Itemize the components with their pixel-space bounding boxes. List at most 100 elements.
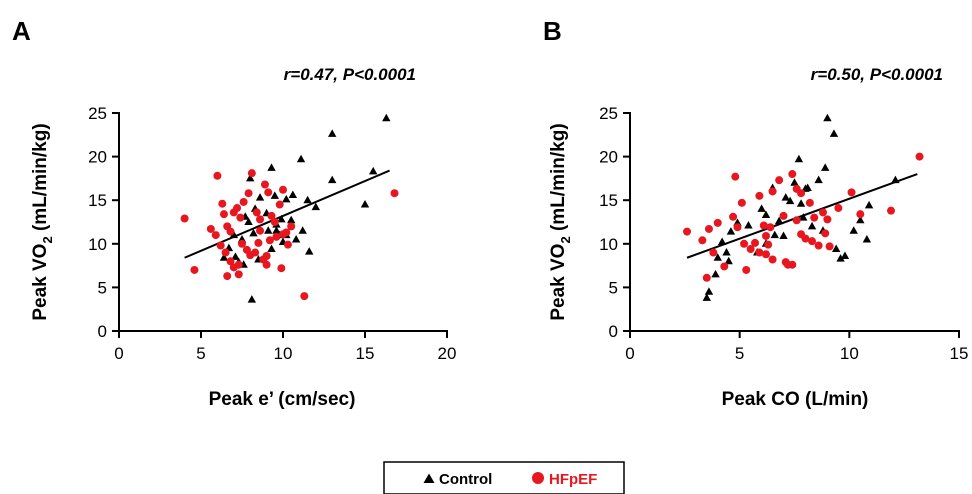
panel-a-control-point bbox=[288, 190, 298, 198]
panel-a-hfpef-point bbox=[283, 240, 292, 249]
panel-a-hfpef-point bbox=[216, 241, 225, 250]
panel-a-control-point bbox=[219, 253, 229, 261]
panel-a-y-tick-label: 25 bbox=[88, 104, 107, 123]
panel-a-control-point bbox=[369, 166, 378, 175]
panel-b-hfpef-point bbox=[915, 152, 924, 161]
panel-b: B r=0.50, P<0.0001 Peak CO (L/min) Peak … bbox=[543, 16, 968, 410]
panel-a-label: A bbox=[12, 16, 31, 46]
panel-a-control-point bbox=[277, 214, 286, 223]
panel-a-hfpef-point bbox=[206, 224, 215, 233]
panel-a-hfpef-point bbox=[277, 264, 286, 273]
panel-a-control-point bbox=[296, 154, 306, 163]
panel-b-hfpef-point bbox=[704, 224, 713, 233]
panel-a-hfpef-point bbox=[260, 180, 269, 189]
panel-a-hfpef-point bbox=[190, 265, 199, 274]
panel-a-control-point bbox=[249, 228, 258, 237]
panel-a-hfpef-point bbox=[218, 199, 227, 208]
panel-a-hfpef-point bbox=[256, 215, 265, 224]
panel-b-x-tick-label: 5 bbox=[735, 344, 744, 363]
panel-a-hfpef-point bbox=[390, 189, 399, 198]
panel-b-control-point bbox=[831, 244, 841, 253]
panel-b-control-point bbox=[781, 193, 790, 201]
panel-a-hfpef-point bbox=[270, 218, 279, 226]
panel-a-hfpef-point bbox=[239, 197, 248, 206]
panel-a-hfpef-point bbox=[251, 248, 260, 257]
panel-b-hfpef-point bbox=[720, 262, 729, 271]
panel-a-hfpef-point bbox=[287, 222, 296, 231]
panel-a-hfpef-point bbox=[226, 257, 235, 266]
panel-b-control-point bbox=[891, 175, 900, 184]
panel-b-control-point bbox=[823, 113, 832, 122]
panel-b-hfpef-point bbox=[788, 170, 797, 179]
panel-b-x-axis-title: Peak CO (L/min) bbox=[722, 389, 869, 410]
panel-b-hfpef-point bbox=[775, 176, 784, 185]
panel-a-y-title-tail: (mL/min/kg) bbox=[30, 123, 51, 236]
panel-b-control-point bbox=[799, 213, 808, 221]
panel-a-ticks: 0 5 10 15 20 25 0 5 10 15 20 bbox=[88, 104, 456, 363]
legend: Control HFpEF bbox=[383, 461, 625, 494]
panel-b-hfpef-point bbox=[814, 241, 823, 250]
panel-b-control-point bbox=[840, 251, 850, 260]
panel-b-control-point bbox=[713, 253, 722, 261]
panel-b-control-point bbox=[829, 129, 839, 137]
panel-b-hfpef-point bbox=[856, 210, 865, 219]
panel-b-control-point bbox=[821, 163, 830, 171]
panel-a-hfpef-point bbox=[213, 171, 222, 180]
panel-a-hfpef-point bbox=[279, 230, 287, 239]
panel-a-control-point bbox=[287, 215, 296, 224]
panel-b-x-tick-label: 10 bbox=[840, 344, 859, 363]
legend-hfpef-marker-circle-icon bbox=[532, 472, 544, 484]
panel-b-axes bbox=[629, 112, 960, 332]
panel-b-control-point bbox=[814, 175, 823, 184]
panel-b-marks bbox=[683, 113, 924, 301]
panel-b-control-point bbox=[702, 293, 711, 301]
panel-a-control-point bbox=[267, 163, 276, 171]
panel-a-control-point bbox=[282, 194, 291, 203]
panel-b-y-title-subscript: 2 bbox=[558, 236, 573, 243]
panel-a-control-point bbox=[311, 202, 320, 211]
panel-b-hfpef-point bbox=[797, 189, 806, 198]
panel-a-y-tick-label: 15 bbox=[88, 191, 107, 210]
panel-a-hfpef-point bbox=[244, 189, 253, 198]
panel-a-hfpef-point bbox=[254, 238, 263, 247]
panel-b-control-point bbox=[803, 183, 812, 191]
panel-b-hfpef-point bbox=[810, 213, 819, 222]
panel-b-hfpef-point bbox=[733, 223, 742, 232]
panel-a-hfpef-point bbox=[211, 231, 220, 240]
panel-a-control-point bbox=[264, 226, 273, 234]
panel-a: A r=0.47, P<0.0001 Peak e’ (cm/sec) Peak… bbox=[12, 16, 456, 410]
panel-a-control-point bbox=[231, 252, 240, 260]
panel-b-hfpef-point bbox=[805, 198, 814, 207]
panel-b-control-point bbox=[864, 200, 874, 209]
panel-b-hfpef-point bbox=[713, 218, 722, 227]
panel-a-control-point bbox=[328, 175, 337, 184]
panel-b-control-point bbox=[770, 230, 779, 239]
panel-b-hfpef-point bbox=[729, 212, 738, 221]
panel-a-x-axis-title: Peak e’ (cm/sec) bbox=[209, 389, 356, 410]
panel-b-hfpef-point bbox=[683, 227, 692, 236]
panel-a-y-tick-label: 10 bbox=[88, 235, 107, 254]
panel-b-control-point bbox=[807, 221, 817, 230]
panel-a-control-point bbox=[272, 226, 281, 234]
panel-b-hfpef-point bbox=[761, 231, 770, 240]
panel-b-y-title-main: Peak VO bbox=[548, 244, 569, 321]
legend-control-label: Control bbox=[439, 471, 492, 488]
panel-b-hfpef-point bbox=[764, 240, 773, 249]
panel-b-y-tick-label: 10 bbox=[599, 235, 618, 254]
panel-b-control-point bbox=[757, 204, 766, 212]
panel-b-y-tick-label: 20 bbox=[599, 148, 618, 167]
panel-a-control-point bbox=[305, 247, 314, 255]
panel-b-hfpef-point bbox=[731, 172, 740, 181]
panel-a-y-title-subscript: 2 bbox=[40, 236, 55, 243]
panel-a-hfpef-point bbox=[262, 260, 271, 269]
panel-b-control-point bbox=[779, 231, 788, 239]
legend-control-marker-triangle-icon bbox=[423, 473, 435, 483]
panel-a-hfpef-point bbox=[221, 248, 230, 257]
panel-b-control-point bbox=[862, 234, 872, 243]
panel-b-hfpef-point bbox=[768, 255, 777, 264]
panel-b-correlation: r=0.50, P<0.0001 bbox=[811, 65, 943, 84]
panel-b-hfpef-point bbox=[755, 191, 764, 200]
legend-box bbox=[383, 461, 625, 494]
panel-b-control-point bbox=[796, 199, 806, 207]
panel-a-control-point bbox=[328, 129, 337, 137]
